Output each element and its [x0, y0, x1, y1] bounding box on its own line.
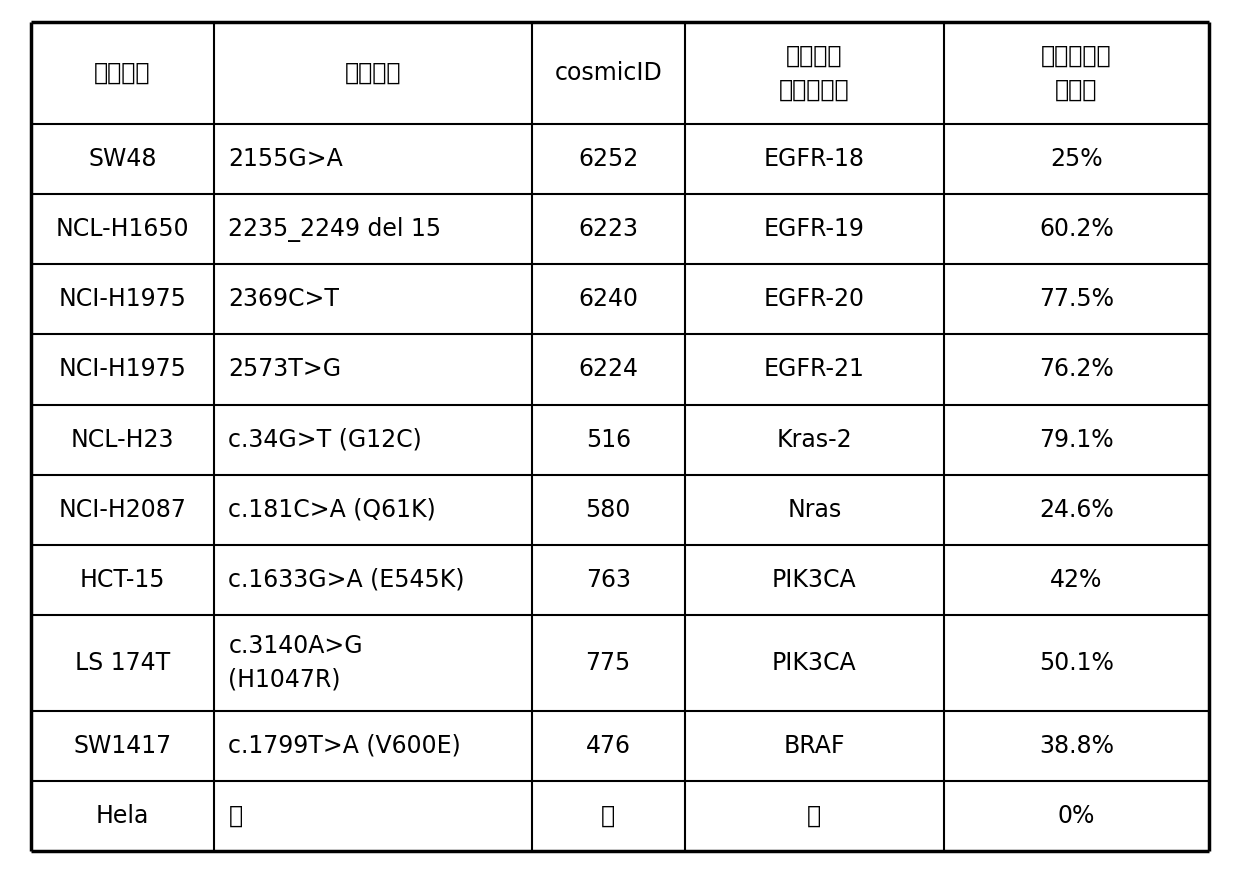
Text: SW48: SW48 — [88, 147, 156, 171]
Text: 细胞名称: 细胞名称 — [94, 61, 150, 85]
Text: 2235_2249 del 15: 2235_2249 del 15 — [228, 217, 441, 242]
Text: EGFR-18: EGFR-18 — [764, 147, 864, 171]
Text: 2155G>A: 2155G>A — [228, 147, 343, 171]
Text: c.181C>A (Q61K): c.181C>A (Q61K) — [228, 498, 436, 522]
Text: 6252: 6252 — [578, 147, 639, 171]
Text: c.1633G>A (E545K): c.1633G>A (E545K) — [228, 568, 465, 592]
Text: 6240: 6240 — [578, 287, 639, 312]
Text: 0%: 0% — [1058, 804, 1095, 828]
Text: cosmicID: cosmicID — [554, 61, 662, 85]
Text: Nras: Nras — [787, 498, 842, 522]
Text: 516: 516 — [585, 428, 631, 451]
Text: 77.5%: 77.5% — [1039, 287, 1114, 312]
Text: 76.2%: 76.2% — [1039, 357, 1114, 382]
Text: 6224: 6224 — [578, 357, 639, 382]
Text: 476: 476 — [585, 734, 631, 758]
Text: HCT-15: HCT-15 — [79, 568, 165, 592]
Text: Kras-2: Kras-2 — [776, 428, 852, 451]
Text: 2369C>T: 2369C>T — [228, 287, 340, 312]
Text: PIK3CA: PIK3CA — [773, 568, 857, 592]
Text: 763: 763 — [585, 568, 631, 592]
Text: PIK3CA: PIK3CA — [773, 651, 857, 675]
Text: NCI-H2087: NCI-H2087 — [58, 498, 186, 522]
Text: 无: 无 — [228, 804, 243, 828]
Text: c.34G>T (G12C): c.34G>T (G12C) — [228, 428, 422, 451]
Text: Hela: Hela — [95, 804, 149, 828]
Text: 24.6%: 24.6% — [1039, 498, 1114, 522]
Text: SW1417: SW1417 — [73, 734, 171, 758]
Text: 变异位点
所在外显子: 变异位点 所在外显子 — [779, 45, 849, 101]
Text: c.3140A>G
(H1047R): c.3140A>G (H1047R) — [228, 634, 363, 691]
Text: 50.1%: 50.1% — [1039, 651, 1114, 675]
Text: NCI-H1975: NCI-H1975 — [58, 357, 186, 382]
Text: NCL-H23: NCL-H23 — [71, 428, 174, 451]
Text: 2573T>G: 2573T>G — [228, 357, 341, 382]
Text: 6223: 6223 — [578, 217, 639, 241]
Text: c.1799T>A (V600E): c.1799T>A (V600E) — [228, 734, 461, 758]
Text: 无: 无 — [601, 804, 615, 828]
Text: 42%: 42% — [1050, 568, 1102, 592]
Text: 变异位点: 变异位点 — [345, 61, 401, 85]
Text: 775: 775 — [585, 651, 631, 675]
Text: 79.1%: 79.1% — [1039, 428, 1114, 451]
Text: EGFR-21: EGFR-21 — [764, 357, 864, 382]
Text: NCL-H1650: NCL-H1650 — [56, 217, 190, 241]
Text: BRAF: BRAF — [784, 734, 846, 758]
Text: EGFR-19: EGFR-19 — [764, 217, 864, 241]
Text: NCI-H1975: NCI-H1975 — [58, 287, 186, 312]
Text: 25%: 25% — [1050, 147, 1102, 171]
Text: 无: 无 — [807, 804, 821, 828]
Text: 等位基因突
变频率: 等位基因突 变频率 — [1042, 45, 1112, 101]
Text: 38.8%: 38.8% — [1039, 734, 1114, 758]
Text: EGFR-20: EGFR-20 — [764, 287, 864, 312]
Text: 580: 580 — [585, 498, 631, 522]
Text: 60.2%: 60.2% — [1039, 217, 1114, 241]
Text: LS 174T: LS 174T — [74, 651, 170, 675]
